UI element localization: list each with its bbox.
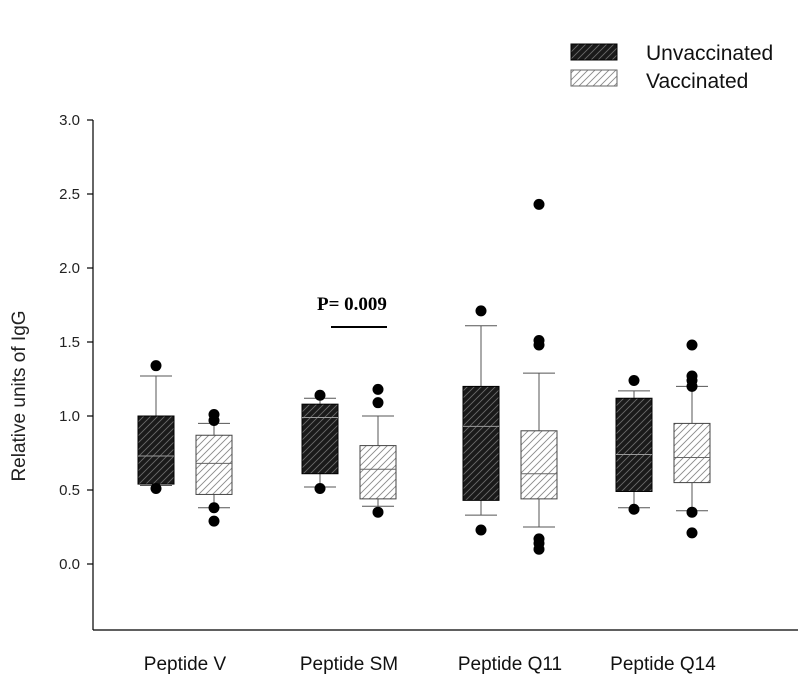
y-tick-label: 0.0 — [59, 556, 80, 573]
legend-item-unvaccinated: Unvaccinated — [570, 42, 773, 65]
outlier-point — [314, 389, 326, 401]
box-unvaccinated — [462, 305, 500, 536]
legend: Unvaccinated Vaccinated — [570, 42, 773, 93]
interquartile-box — [615, 397, 653, 492]
outlier-point — [686, 506, 698, 518]
interquartile-box — [673, 422, 711, 484]
y-tick-label: 2.5 — [59, 186, 80, 203]
x-axis-category-labels: Peptide V Peptide SM Peptide Q11 Peptide Q1… — [144, 654, 716, 675]
y-tick-label: 2.0 — [59, 260, 80, 277]
y-tick-label: 1.5 — [59, 334, 80, 351]
legend-label-unvaccinated: Unvaccinated — [646, 42, 773, 65]
outlier-point — [150, 360, 162, 372]
interquartile-box — [301, 403, 339, 475]
box-vaccinated — [195, 409, 233, 527]
box-vaccinated — [520, 198, 558, 555]
outlier-point — [372, 397, 384, 409]
outlier-point — [475, 305, 487, 317]
x-category-label: Peptide Q11 — [458, 654, 562, 675]
outlier-point — [372, 383, 384, 395]
outlier-point — [533, 543, 545, 555]
interquartile-box — [462, 385, 500, 501]
legend-swatch-vaccinated — [570, 69, 618, 87]
interquartile-box — [359, 445, 397, 500]
legend-label-vaccinated: Vaccinated — [646, 70, 748, 93]
y-tick-label: 0.5 — [59, 482, 80, 499]
outlier-point — [533, 198, 545, 210]
outlier-point — [628, 374, 640, 386]
box-unvaccinated — [615, 374, 653, 515]
series-unvaccinated — [137, 305, 653, 536]
box-vaccinated — [359, 383, 397, 518]
box-plot-series — [137, 198, 711, 555]
x-category-label: Peptide Q14 — [610, 654, 716, 675]
outlier-point — [314, 483, 326, 495]
x-category-label: Peptide V — [144, 654, 227, 675]
legend-item-vaccinated: Vaccinated — [570, 69, 748, 93]
y-axis-title: Relative units of IgG — [9, 310, 30, 481]
y-tick-label: 1.0 — [59, 408, 80, 425]
outlier-point — [628, 503, 640, 515]
interquartile-box — [520, 430, 558, 500]
outlier-point — [686, 527, 698, 539]
outlier-point — [533, 339, 545, 351]
outlier-point — [208, 414, 220, 426]
y-axis-ticks: 0.0 0.5 1.0 1.5 2.0 2.5 3.0 — [59, 112, 93, 573]
outlier-point — [686, 380, 698, 392]
x-category-label: Peptide SM — [300, 654, 398, 675]
outlier-point — [475, 524, 487, 536]
interquartile-box — [137, 415, 175, 485]
box-unvaccinated — [301, 389, 339, 495]
outlier-point — [372, 506, 384, 518]
box-unvaccinated — [137, 360, 175, 495]
series-vaccinated — [195, 198, 711, 555]
y-tick-label: 3.0 — [59, 112, 80, 129]
significance-annotation: P= 0.009 — [317, 294, 387, 328]
axes — [92, 120, 798, 631]
box-vaccinated — [673, 339, 711, 539]
p-value-label: P= 0.009 — [317, 294, 387, 315]
outlier-point — [208, 502, 220, 514]
outlier-point — [208, 515, 220, 527]
interquartile-box — [195, 434, 233, 495]
legend-swatch-unvaccinated — [570, 43, 618, 61]
outlier-point — [150, 483, 162, 495]
outlier-point — [686, 339, 698, 351]
